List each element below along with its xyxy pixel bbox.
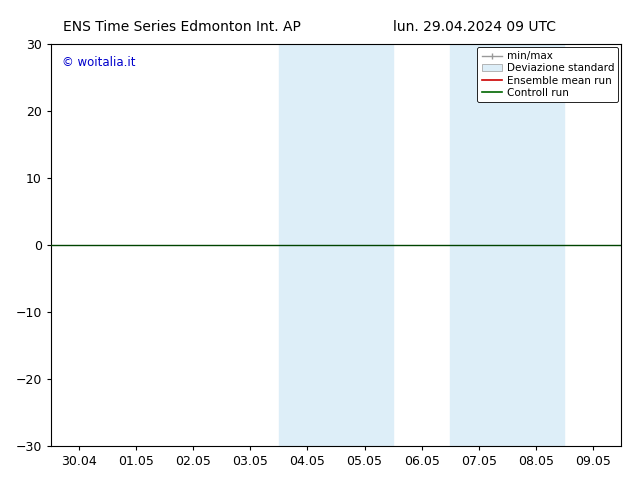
Bar: [336, 44, 393, 446]
Text: lun. 29.04.2024 09 UTC: lun. 29.04.2024 09 UTC: [393, 20, 556, 34]
Bar: [279, 44, 336, 446]
Legend: min/max, Deviazione standard, Ensemble mean run, Controll run: min/max, Deviazione standard, Ensemble m…: [477, 47, 618, 102]
Text: ENS Time Series Edmonton Int. AP: ENS Time Series Edmonton Int. AP: [63, 20, 301, 34]
Bar: [507, 44, 564, 446]
Bar: [450, 44, 507, 446]
Text: © woitalia.it: © woitalia.it: [62, 56, 136, 69]
